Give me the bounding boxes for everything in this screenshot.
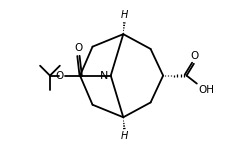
Text: O: O — [190, 52, 198, 61]
Text: O: O — [74, 43, 83, 53]
Text: N: N — [100, 71, 108, 81]
Text: H: H — [121, 131, 128, 141]
Text: OH: OH — [198, 85, 214, 95]
Text: O: O — [55, 71, 63, 81]
Text: H: H — [121, 11, 128, 20]
